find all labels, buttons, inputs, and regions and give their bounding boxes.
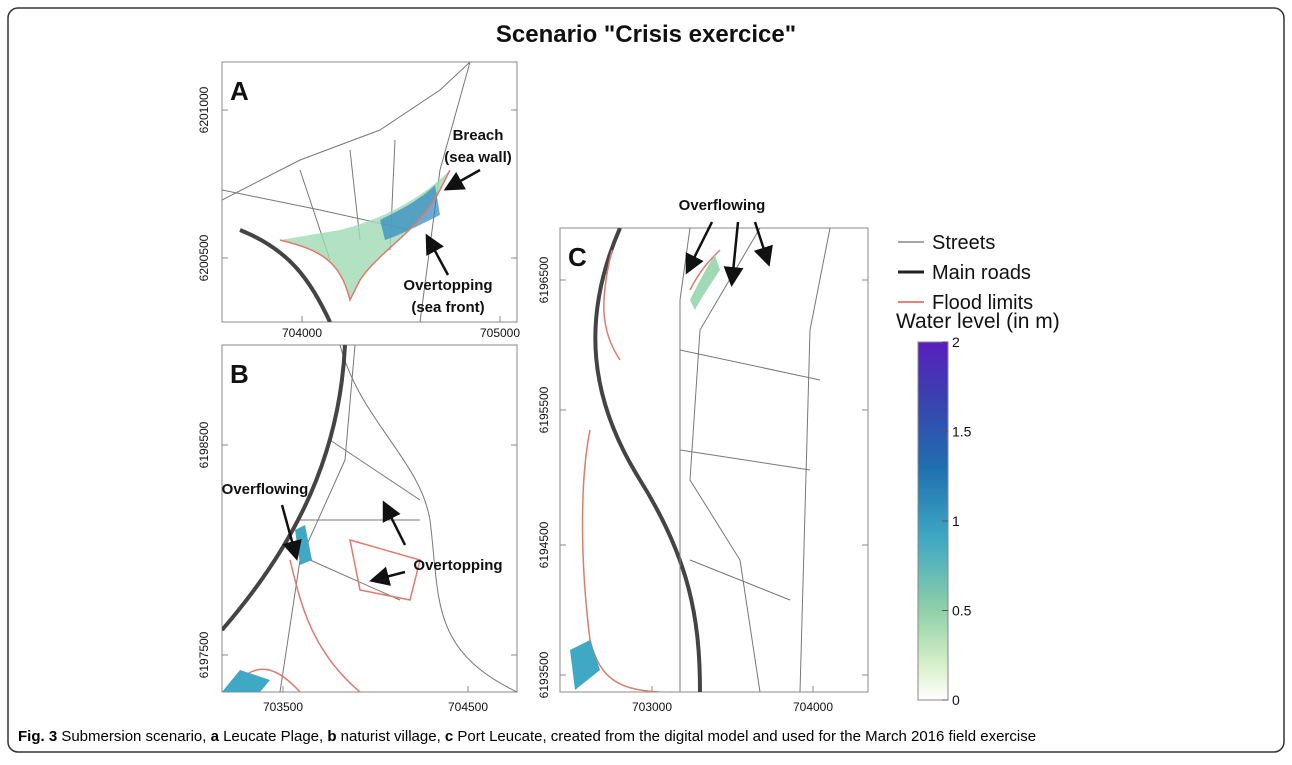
map-frame [221,344,518,693]
border [7,7,1285,753]
caption-part: Leucate Plage, [218,728,328,745]
y-tick-label: 6200500 [197,234,211,281]
caption-part: Submersion scenario, [57,728,211,745]
y-tick-label: 6196500 [537,256,551,303]
annotation: Overtopping [403,277,492,294]
map-frame [221,61,518,323]
annotation: Overflowing [222,481,309,498]
legend-label: Flood limits [932,292,1033,314]
arrow [753,221,773,267]
map [222,345,517,692]
caption-part: a [210,728,219,745]
arrow [382,500,407,546]
caption-box: Fig. 3 Submersion scenario, a Leucate Pl… [10,728,1282,745]
x-tick-label: 704000 [282,326,322,340]
y-tick-label: 6197500 [197,631,211,678]
panel-label: A [230,76,249,106]
y-tick-label: 6194500 [537,521,551,568]
annotation: (sea wall) [444,149,512,166]
arrow [425,233,450,276]
panel-label: C [568,242,587,272]
legend-label: Main roads [932,262,1031,284]
y-tick-label: 6193500 [537,651,551,698]
colorbar-tick-label: 1.5 [952,424,972,440]
arrow [723,221,744,287]
colorbar-tick-label: 1 [952,513,960,529]
y-tick-label: 6201000 [197,86,211,133]
annotation: Overflowing [679,197,766,214]
x-tick-label: 705000 [480,326,520,340]
caption: Fig. 3 Submersion scenario, a Leucate Pl… [10,728,1282,745]
annotation: (sea front) [411,299,484,316]
map [570,228,831,692]
colorbar-title: Water level (in m) [896,310,1060,333]
caption-part: naturist village, [336,728,445,745]
colorbar-tick-label: 2 [952,334,960,350]
map-frame [559,227,869,693]
caption-part: Port Leucate, created from the digital m… [453,728,1037,745]
x-tick-label: 703500 [263,700,303,714]
arrow [280,504,302,561]
y-tick-label: 6198500 [197,421,211,468]
arrow [369,566,406,586]
x-tick-label: 704000 [793,700,833,714]
colorbar-tick-label: 0 [952,692,960,708]
x-tick-label: 704500 [448,700,488,714]
colorbar-tick-label: 0.5 [952,603,972,619]
legend-label: Streets [932,232,995,254]
annotation: Overtopping [413,557,502,574]
caption-part: b [327,728,337,745]
panel-label: B [230,359,249,389]
arrow [443,168,481,191]
annotation: Breach [453,127,504,144]
y-tick-label: 6195500 [537,386,551,433]
x-tick-label: 703000 [632,700,672,714]
title: Scenario "Crisis exercice" [496,21,796,48]
arrow [685,221,714,275]
caption-part: c [444,728,454,745]
map [222,62,471,322]
caption-part: Fig. 3 [18,728,58,745]
